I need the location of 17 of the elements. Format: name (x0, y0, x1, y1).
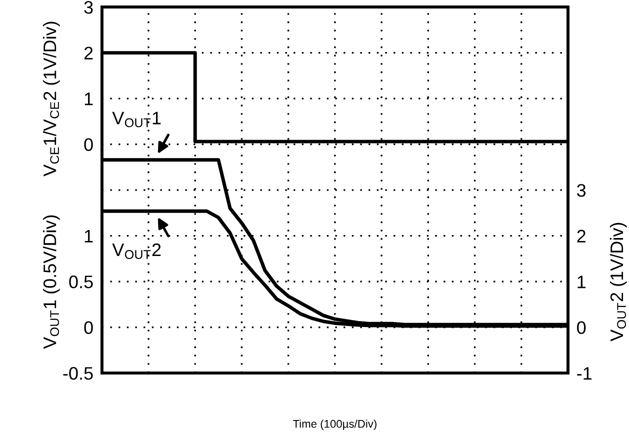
y2-axis-title: V$_{OUT}$2 (1V/Div) (610, 222, 627, 342)
y2-tick-label: 3 (577, 184, 586, 197)
y-tick-label: 1 (84, 230, 93, 242)
x-axis-title: Time (100µs/Div) (293, 420, 376, 430)
legend-label: V$_{OUT}$2 (112, 243, 161, 260)
series-label: V$_{OUT}$1 (112, 112, 161, 128)
y3-tick-label: 3 (84, 0, 93, 14)
y-axis-title: V$_{OUT}$1 (0.5V/Div) (42, 215, 60, 349)
y2-tick-label: 1 (578, 276, 586, 288)
y-tick-label: -0.5 (63, 367, 93, 380)
y2-tick-label: -1 (577, 367, 592, 380)
y2-tick-label: 0 (577, 321, 586, 334)
y-tick-label: 0 (84, 321, 93, 334)
y2-tick-label: 2 (577, 230, 586, 242)
y3-axis-title: V$_{CE}$1/V$_{CE}$2 (1V/Div) (42, 22, 60, 176)
y3-tick-label: 2 (84, 46, 93, 60)
y-tick-label: 0.5 (69, 276, 93, 288)
